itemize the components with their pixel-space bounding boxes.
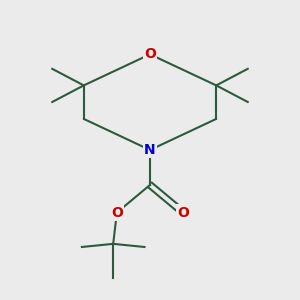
Text: O: O [111,206,123,220]
Text: N: N [144,143,156,157]
Text: O: O [144,47,156,61]
Text: O: O [177,206,189,220]
